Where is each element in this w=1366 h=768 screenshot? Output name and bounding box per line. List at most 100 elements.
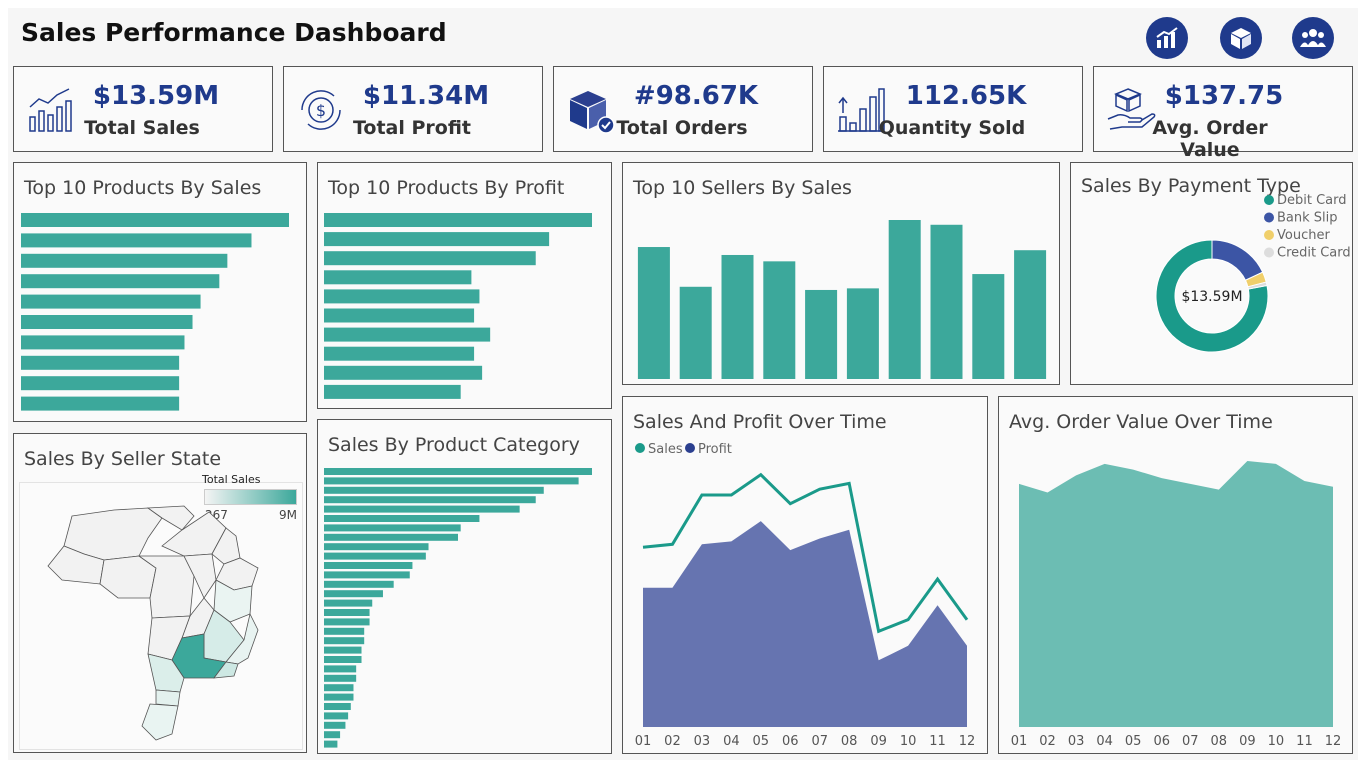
bar[interactable]	[324, 486, 544, 494]
bar[interactable]	[324, 213, 592, 227]
bar[interactable]	[324, 656, 362, 663]
bar[interactable]	[324, 289, 480, 304]
bar[interactable]	[637, 247, 670, 379]
people-icon[interactable]	[1292, 17, 1334, 59]
pie-slice[interactable]	[1211, 239, 1264, 281]
bar[interactable]	[888, 220, 921, 379]
x-tick-label: 10	[1268, 734, 1285, 749]
x-tick-label: 09	[1239, 734, 1256, 749]
bar[interactable]	[324, 515, 480, 522]
x-tick-label: 07	[811, 734, 828, 749]
bar[interactable]	[324, 308, 475, 323]
bar[interactable]	[805, 289, 838, 379]
x-tick-label: 06	[1153, 734, 1170, 749]
bar[interactable]	[324, 552, 426, 560]
panel-title: Top 10 Sellers By Sales	[633, 177, 852, 199]
top-sellers-chart	[637, 220, 1047, 379]
bar[interactable]	[324, 646, 362, 654]
bar[interactable]	[21, 376, 180, 391]
bar[interactable]	[930, 224, 963, 379]
bar[interactable]	[324, 468, 592, 475]
kpi-total-sales: $13.59M Total Sales	[13, 66, 273, 152]
bar[interactable]	[21, 233, 252, 248]
bar[interactable]	[324, 665, 357, 673]
map-legend-gradient	[204, 489, 297, 505]
bar[interactable]	[21, 355, 180, 370]
bar[interactable]	[324, 637, 365, 645]
bar[interactable]	[21, 274, 220, 289]
kpi-total-orders: #98.67K Total Orders	[553, 66, 813, 152]
bar[interactable]	[324, 731, 341, 739]
bar[interactable]	[21, 396, 180, 411]
legend-swatch	[1264, 212, 1274, 223]
kpi-label: Total Profit	[352, 117, 472, 139]
x-tick-label: 09	[870, 734, 887, 749]
bar[interactable]	[21, 294, 201, 309]
bar[interactable]	[324, 703, 351, 710]
bar[interactable]	[324, 740, 338, 748]
bar[interactable]	[324, 346, 475, 361]
bar[interactable]	[846, 288, 879, 379]
bar[interactable]	[763, 261, 796, 379]
bar[interactable]	[324, 609, 370, 616]
bar[interactable]	[324, 505, 520, 513]
map-state-sp	[171, 633, 227, 679]
x-tick-label: 01	[1011, 734, 1028, 749]
sales-line[interactable]	[642, 472, 969, 634]
aov-time-chart: 01 02 03 04 05 06 07 08 09 10 11 12	[1011, 461, 1341, 749]
brazil-map[interactable]	[44, 505, 264, 741]
bar[interactable]	[324, 627, 365, 635]
chart-icon[interactable]	[1146, 17, 1188, 59]
profit-area[interactable]	[643, 521, 967, 727]
bar[interactable]	[324, 524, 461, 532]
bar[interactable]	[1014, 250, 1047, 379]
bar[interactable]	[324, 674, 357, 682]
x-tick-label: 08	[1211, 734, 1228, 749]
bar[interactable]	[324, 580, 394, 588]
pie-slice[interactable]	[1247, 281, 1268, 290]
bar[interactable]	[324, 251, 536, 266]
bar[interactable]	[324, 684, 354, 692]
legend-label: Debit Card	[1277, 193, 1347, 208]
bar[interactable]	[324, 590, 383, 598]
legend-label: Credit Card	[1277, 246, 1351, 261]
bar[interactable]	[324, 365, 483, 380]
aov-area[interactable]	[1019, 461, 1333, 727]
x-tick-label: 01	[635, 734, 652, 749]
kpi-value: 112.65K	[905, 81, 1027, 111]
bar[interactable]	[324, 618, 370, 626]
bar[interactable]	[679, 286, 712, 379]
bar[interactable]	[21, 213, 289, 227]
bar[interactable]	[721, 254, 754, 379]
bar[interactable]	[324, 693, 354, 701]
x-tick-label: 02	[664, 734, 681, 749]
kpi-quantity-sold: 112.65K Quantity Sold	[823, 66, 1083, 152]
legend-label: Sales	[648, 442, 683, 457]
legend-swatch	[1264, 247, 1274, 258]
bar[interactable]	[324, 270, 472, 285]
bar[interactable]	[324, 496, 536, 504]
bar[interactable]	[324, 562, 413, 569]
bar[interactable]	[324, 543, 429, 551]
bar[interactable]	[324, 327, 491, 342]
legend-swatch	[1264, 230, 1274, 240]
box-icon[interactable]	[1220, 17, 1262, 59]
x-tick-label: 02	[1039, 734, 1056, 749]
pie-slice[interactable]	[1155, 239, 1269, 353]
bar[interactable]	[21, 315, 193, 329]
panel-payment-type: Sales By Payment Type $13.59M Debit Card B…	[1070, 162, 1353, 385]
bar[interactable]	[324, 599, 373, 607]
bar[interactable]	[324, 721, 346, 729]
bar[interactable]	[972, 274, 1005, 379]
bar[interactable]	[21, 335, 185, 350]
kpi-total-profit: $ $11.34M Total Profit	[283, 66, 543, 152]
bar[interactable]	[324, 384, 461, 399]
bar[interactable]	[324, 571, 410, 579]
bar[interactable]	[324, 232, 550, 247]
bar[interactable]	[324, 712, 349, 720]
bar[interactable]	[324, 477, 579, 485]
package-check-icon	[570, 91, 615, 134]
bar[interactable]	[324, 533, 458, 541]
legend-swatch	[685, 443, 695, 453]
bar[interactable]	[21, 253, 228, 268]
